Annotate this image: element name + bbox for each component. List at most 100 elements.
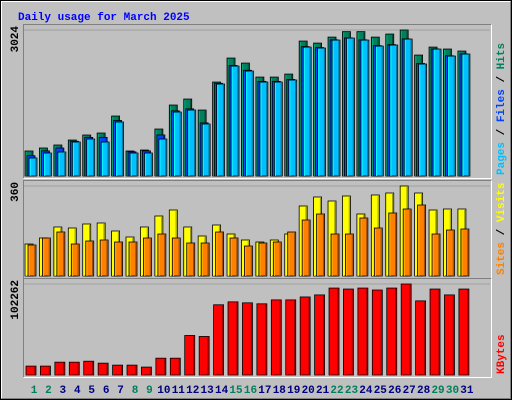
bar [373,227,383,277]
bar-group [360,39,370,177]
bar-group [301,219,311,277]
bar [447,55,456,177]
bar-group [270,299,282,376]
legend: KBytes [496,334,508,374]
x-tick-label: 7 [117,385,124,397]
bar-group [171,237,181,277]
bar-group [56,231,66,277]
bar [461,53,471,177]
bar-group [43,152,52,177]
bar-group [432,48,442,177]
bar [215,231,224,277]
x-tick-label: 2 [45,385,52,397]
bar-group [389,44,399,177]
bar-group [371,289,383,376]
bar-group [198,336,210,376]
bar [302,46,312,177]
bar [128,241,138,277]
bar-group [99,239,109,277]
legend-separator: / [496,122,508,142]
bar [57,151,67,177]
bar [200,242,210,277]
bar-group [128,241,138,277]
bar-group [230,65,240,177]
bar [213,304,224,376]
bar [446,229,455,277]
bar [186,242,196,277]
x-tick-label: 13 [201,385,215,397]
bar-group [71,141,81,177]
bar-group [85,240,95,277]
bar [129,152,139,177]
x-tick-label: 23 [345,385,359,397]
bar-group [447,55,456,177]
bar [245,70,254,177]
y-tick-label: 360 [10,182,22,202]
bar [242,302,253,376]
bar [184,335,196,376]
bar-group [186,242,196,277]
bar [85,240,95,277]
bar-group [187,109,197,177]
bar-group [242,302,253,376]
x-tick-label: 10 [157,385,170,397]
x-tick-label: 24 [359,385,373,397]
bar-group [97,362,109,376]
x-tick-label: 31 [460,385,474,397]
bar [400,283,412,376]
bar [272,241,282,277]
panel-frame [23,24,492,179]
bar [54,361,66,376]
legend-entry: Pages [496,142,508,175]
bar [187,109,197,177]
bar [100,141,110,177]
bar [115,121,124,177]
bar [42,237,51,277]
x-tick-label: 15 [229,385,243,397]
bar [359,217,369,277]
bar [86,138,96,177]
bar [259,81,269,177]
bar [403,38,413,177]
bar [415,300,427,376]
bar-group [100,141,110,177]
bar [68,361,80,376]
bar-group [256,303,268,376]
x-tick-label: 6 [103,385,110,397]
bar [357,287,369,376]
bar [343,288,354,376]
bar-group [374,45,384,177]
chart-title: Daily usage for March 2025 [18,12,190,24]
bar [71,141,81,177]
bar-group [403,38,413,177]
bar-group [345,233,354,277]
bar-group [215,231,224,277]
legend-entry: Hits [496,43,508,69]
bar-group [115,121,124,177]
bar [70,243,80,277]
panel-frame [23,24,492,179]
legend: Pages / Files / Hits [496,43,508,175]
bar-group [258,242,268,277]
bar-group [343,288,354,376]
bar [83,360,95,376]
bar [460,228,470,277]
bar [158,138,168,177]
bar-group [316,213,326,277]
bar-group [144,152,153,177]
bar [97,362,109,376]
bar-group [330,233,340,277]
panel-frame [23,278,492,378]
bar [288,79,298,177]
bar-group [114,241,123,277]
legend-entry: Sites [496,242,508,275]
bar [429,288,441,376]
bar [112,364,123,376]
bar-group [229,237,239,277]
legend-separator: / [496,69,508,89]
bar [27,244,37,277]
panel-frame [23,278,492,378]
bar-group [216,83,225,177]
